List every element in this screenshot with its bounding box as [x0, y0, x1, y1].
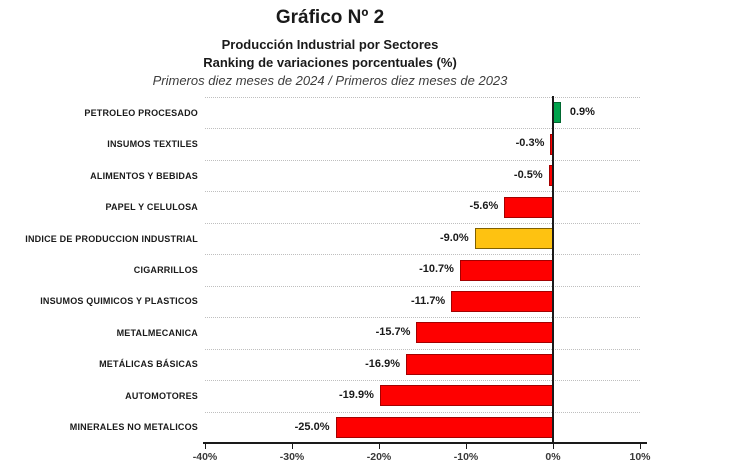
chart-subtitle-sectors: Producción Industrial por Sectores	[221, 37, 439, 52]
value-label: -5.6%	[469, 200, 499, 213]
value-label: -10.7%	[419, 263, 454, 276]
x-axis-tick	[640, 444, 641, 449]
value-label: -19.9%	[339, 389, 374, 402]
row-gridline	[205, 411, 640, 413]
category-label: CIGARRILLOS	[133, 264, 198, 275]
value-bar	[504, 196, 553, 218]
row-gridline	[205, 191, 640, 193]
value-label: -11.7%	[410, 294, 446, 307]
value-bar	[553, 102, 561, 124]
x-axis-tick-label: 0%	[545, 451, 561, 463]
x-axis-tick	[292, 444, 293, 449]
chart-period-note: Primeros diez meses de 2024 / Primeros d…	[152, 73, 508, 88]
x-axis-tick	[205, 444, 206, 449]
row-gridline	[205, 159, 640, 161]
value-label: 0.9%	[569, 106, 595, 118]
value-label: -9.0%	[439, 231, 469, 244]
value-label: -16.9%	[365, 357, 400, 370]
plot-area: 0.9% -0.3% -0.5% -5.6% -9.0% -10.7% -11.7% -15.…	[205, 97, 640, 443]
row-gridline	[205, 285, 640, 287]
chart-title: Gráfico Nº 2	[275, 7, 385, 28]
value-bar	[451, 290, 553, 312]
x-axis-line	[203, 442, 647, 444]
category-label: METÁLICAS BÁSICAS	[99, 359, 198, 370]
x-axis-tick-label: -20%	[366, 451, 392, 463]
category-label: INSUMOS TEXTILES	[107, 139, 198, 150]
category-label: INDICE DE PRODUCCION INDUSTRIAL	[25, 233, 198, 244]
category-label-column: PETROLEO PROCESADO INSUMOS TEXTILES ALIMEN…	[0, 97, 198, 443]
category-label: PETROLEO PROCESADO	[84, 107, 198, 118]
chart-subtitle-ranking: Ranking de variaciones porcentuales (%)	[203, 55, 457, 70]
row-gridline	[205, 380, 640, 382]
category-label: MINERALES NO METALICOS	[69, 422, 198, 433]
category-label: ALIMENTOS Y BEBIDAS	[90, 170, 198, 181]
category-label: AUTOMOTORES	[125, 390, 198, 401]
value-bar	[379, 385, 553, 407]
value-label: -0.5%	[513, 168, 543, 181]
row-gridline	[205, 317, 640, 319]
x-axis-tick-label: -10%	[453, 451, 479, 463]
category-label: PAPEL Y CELULOSA	[105, 202, 198, 213]
x-axis-tick	[379, 444, 380, 449]
category-label: INSUMOS QUIMICOS Y PLASTICOS	[40, 296, 198, 307]
x-axis-tick	[466, 444, 467, 449]
value-bar	[405, 353, 553, 375]
row-gridline	[205, 222, 640, 224]
value-bar	[474, 228, 553, 250]
x-axis-tick-label: -30%	[279, 451, 305, 463]
row-gridline	[205, 128, 640, 130]
value-label: -25.0%	[294, 420, 330, 433]
value-label: -0.3%	[515, 137, 545, 150]
value-bar	[459, 259, 553, 281]
x-axis-tick-label: 10%	[629, 451, 651, 463]
row-gridline	[205, 254, 640, 256]
row-gridline	[205, 97, 640, 98]
x-axis-tick	[553, 444, 554, 449]
row-gridline	[205, 348, 640, 350]
x-axis-tick-label: -40%	[192, 451, 218, 463]
category-label: METALMECANICA	[116, 327, 198, 338]
value-bar	[416, 322, 553, 344]
zero-axis-line	[552, 96, 554, 443]
value-label: -15.7%	[375, 326, 411, 339]
value-bar	[335, 416, 553, 438]
